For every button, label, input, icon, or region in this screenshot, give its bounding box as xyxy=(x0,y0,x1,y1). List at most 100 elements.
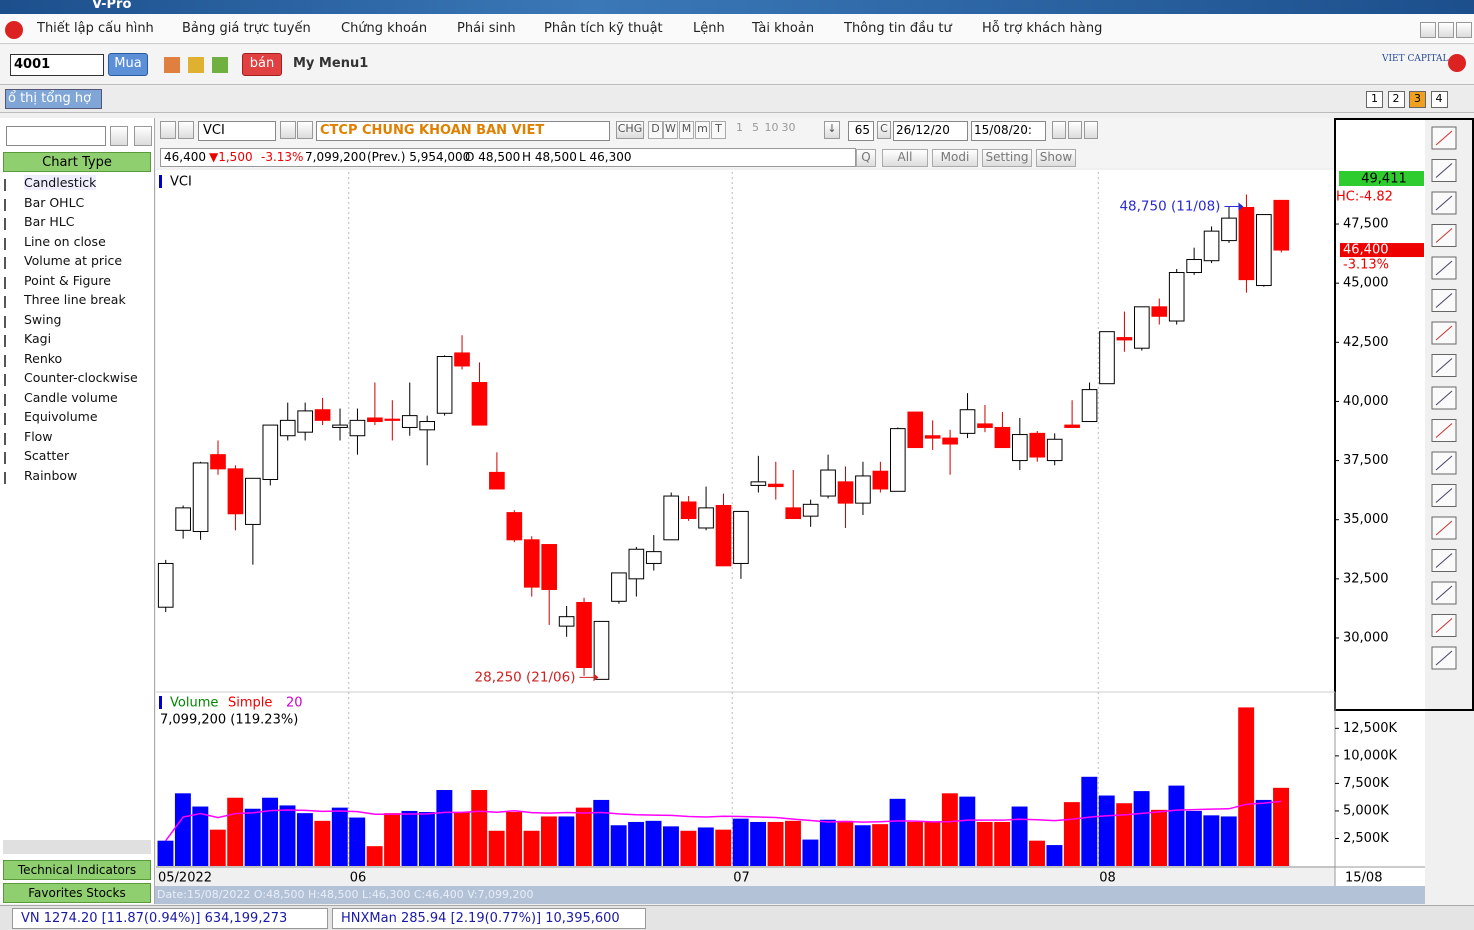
icon[interactable] xyxy=(164,57,180,73)
volume-bar xyxy=(384,813,401,866)
chart-type-item[interactable]: Three line break xyxy=(24,292,126,307)
menu-item[interactable]: Phái sinh xyxy=(457,21,516,36)
tool-icon-glyph xyxy=(1435,618,1453,633)
buy-button[interactable]: Mua xyxy=(108,53,148,76)
candle-body xyxy=(645,551,662,564)
menu-item[interactable]: Thiết lập cấu hình xyxy=(37,21,154,36)
to-date[interactable]: 15/08/20: xyxy=(971,121,1046,141)
icon[interactable] xyxy=(178,121,194,139)
icon[interactable] xyxy=(1052,121,1066,139)
axis-frame xyxy=(1334,118,1474,711)
candle-body xyxy=(924,435,941,439)
period-button[interactable]: T xyxy=(711,121,726,139)
panel-header[interactable]: Chart Type xyxy=(3,152,151,172)
panel-footer[interactable]: Favorites Stocks xyxy=(3,883,151,903)
page-tab[interactable]: 3 xyxy=(1409,91,1426,108)
page-tab[interactable]: 4 xyxy=(1430,91,1448,108)
filter-button[interactable]: All xyxy=(882,149,928,167)
volume-value: 7,099,200 (119.23%) xyxy=(160,713,298,728)
search-button[interactable] xyxy=(110,126,128,146)
volume-bar xyxy=(1081,776,1098,866)
menu-item[interactable]: Chứng khoán xyxy=(341,21,428,36)
symbol-input[interactable]: VCI xyxy=(198,121,276,141)
minimize[interactable] xyxy=(1420,22,1436,38)
page-tab[interactable]: 1 xyxy=(1366,91,1383,108)
sell-button[interactable]: bán xyxy=(242,53,282,76)
icon[interactable] xyxy=(212,57,228,73)
filter-button[interactable]: Modi xyxy=(932,149,978,167)
chart-type-item[interactable]: Line on close xyxy=(24,233,106,249)
c-button[interactable]: C xyxy=(877,121,891,139)
candle-body xyxy=(175,507,191,531)
menu-bar: Thiết lập cấu hình Bảng giá trực tuyến Chứ… xyxy=(0,14,1474,44)
scrollbar[interactable] xyxy=(3,840,151,854)
chart-type-item[interactable]: Candlestick xyxy=(24,175,97,190)
filter-button[interactable]: Setting xyxy=(982,149,1032,167)
page-tab[interactable]: 2 xyxy=(1387,91,1405,108)
menu-item[interactable]: Thông tin đầu tư xyxy=(844,21,952,36)
quote-row: 46,400 ▼1,500 -3.13% 7,099,200 (Prev.) 5… xyxy=(160,148,856,167)
tool-icon-glyph xyxy=(1435,650,1453,666)
period-button[interactable]: m xyxy=(695,121,710,139)
menu-item[interactable]: Lệnh xyxy=(693,21,725,36)
volume-bar xyxy=(1220,816,1237,866)
sort-button[interactable]: ↓ xyxy=(824,121,840,139)
search-button[interactable] xyxy=(134,126,152,146)
filter-button[interactable]: Q xyxy=(856,149,876,167)
chart-type-item[interactable]: Bar OHLC xyxy=(24,194,85,210)
chart-type-item[interactable]: Rainbow xyxy=(24,467,78,483)
panel-footer[interactable]: Technical Indicators xyxy=(3,860,151,880)
period-button[interactable]: M xyxy=(679,121,694,139)
chart-type-item[interactable]: Candle volume xyxy=(24,389,118,405)
restore[interactable] xyxy=(1438,22,1454,38)
code-input[interactable]: 4001 xyxy=(10,54,104,76)
chart-type-item[interactable]: Bar HLC xyxy=(24,214,75,229)
volume-bar xyxy=(785,820,801,866)
minute-button[interactable]: 30 xyxy=(781,121,796,134)
icon[interactable] xyxy=(160,121,176,139)
icon[interactable] xyxy=(1084,121,1098,139)
search-input[interactable] xyxy=(6,126,106,146)
chart-type-item[interactable]: Equivolume xyxy=(24,409,98,424)
chart-type-item[interactable]: Scatter xyxy=(24,448,70,463)
tab[interactable]: ổ thị tổng hợ xyxy=(5,89,102,109)
my-menu[interactable]: My Menu1 xyxy=(293,56,369,71)
menu-item[interactable]: Bảng giá trực tuyến xyxy=(182,21,311,36)
filter-button[interactable]: Show xyxy=(1036,149,1076,167)
chart-type-item[interactable]: Kagi xyxy=(24,331,52,346)
chart-type-item[interactable]: Swing xyxy=(24,311,62,327)
chg-button[interactable]: CHG xyxy=(616,121,644,139)
arrow-head xyxy=(593,673,599,682)
minute-button[interactable]: 10 xyxy=(764,121,779,134)
period-button[interactable]: W xyxy=(663,121,678,139)
y-tick-label: 30,000 xyxy=(1343,630,1389,645)
icon[interactable] xyxy=(280,121,296,139)
tool-icon-glyph xyxy=(1435,488,1453,503)
count-input[interactable]: 65 xyxy=(848,121,874,141)
icon[interactable] xyxy=(297,121,313,139)
chart-type-item[interactable]: Volume at price xyxy=(24,253,123,268)
minute-button[interactable]: 1 xyxy=(736,121,743,134)
chart-type-item[interactable]: Renko xyxy=(24,350,63,366)
icon[interactable] xyxy=(188,57,204,73)
candle-body xyxy=(506,512,523,541)
icon[interactable] xyxy=(1068,121,1082,139)
candle-body xyxy=(1151,306,1168,317)
menu-item[interactable]: Phân tích kỹ thuật xyxy=(544,21,663,36)
menu-item[interactable]: Tài khoản xyxy=(752,21,815,36)
from-date[interactable]: 26/12/20 xyxy=(893,121,968,141)
candle-body xyxy=(1081,389,1098,423)
y-tick-label: 10,000K xyxy=(1343,748,1397,763)
period-button[interactable]: D xyxy=(648,121,663,139)
chart-type-item[interactable]: Counter-clockwise xyxy=(24,370,138,385)
chart-type-item[interactable]: Flow xyxy=(24,428,53,444)
candle-body xyxy=(593,620,610,680)
menu-item[interactable]: Hỗ trợ khách hàng xyxy=(982,21,1103,36)
volume-bar xyxy=(244,808,261,866)
close[interactable] xyxy=(1456,22,1472,38)
minute-button[interactable]: 5 xyxy=(752,121,759,134)
chart-type-item[interactable]: Point & Figure xyxy=(24,272,111,288)
tool-icon-glyph xyxy=(1435,260,1453,276)
type-icon xyxy=(4,237,14,250)
volume-bar xyxy=(262,797,279,866)
